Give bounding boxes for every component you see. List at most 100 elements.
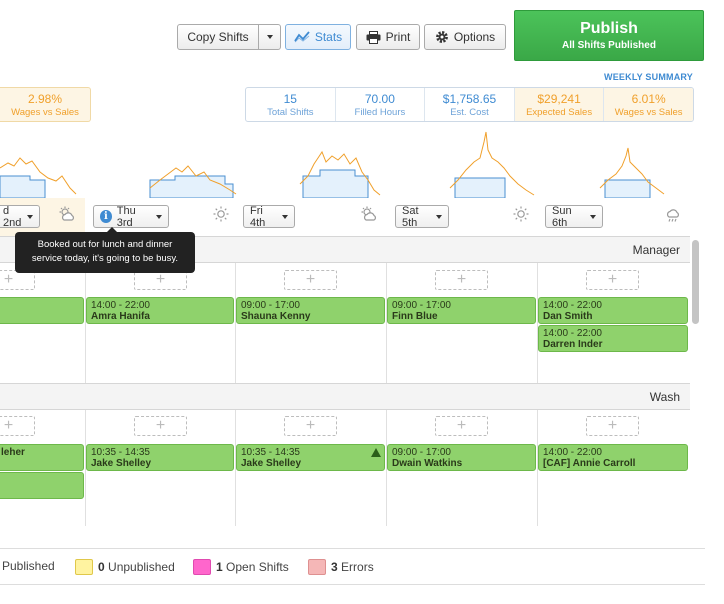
stat-value: 70.00 [364, 92, 395, 106]
stat-label: Filled Hours [354, 107, 406, 118]
shift-card[interactable]: 10:35 - 14:35 Jake Shelley [236, 444, 385, 471]
legend-count: 1 [216, 560, 223, 574]
shift-card[interactable]: 14:00 - 22:00 Darren Inder [538, 325, 688, 352]
day-select-sat[interactable]: Sat 5th [395, 205, 449, 229]
stat-value: $29,241 [537, 92, 581, 106]
chevron-down-icon [282, 214, 288, 219]
print-button[interactable]: Print [356, 24, 420, 50]
errors-swatch [308, 559, 326, 575]
shift-time: 14:00 - 22:00 [543, 328, 602, 339]
stat-value: 15 [283, 92, 297, 106]
sun-icon [213, 206, 229, 222]
open-shifts-swatch [193, 559, 211, 575]
stat-label: Expected Sales [526, 107, 593, 118]
tooltip-line: Booked out for lunch and dinner [37, 239, 173, 250]
copy-shifts-button[interactable]: Copy Shifts [177, 24, 259, 50]
shift-card[interactable]: leher [0, 444, 84, 471]
shift-card[interactable]: 09:00 - 17:00 Dwain Watkins [387, 444, 536, 471]
shift-card[interactable]: 14:00 - 22:00 Dan Smith [538, 297, 688, 324]
shift-employee: Shauna Kenny [241, 311, 311, 322]
partly-cloudy-icon [361, 206, 376, 221]
shift-card[interactable]: 09:00 - 17:00 Shauna Kenny [236, 297, 385, 324]
warning-icon[interactable] [371, 448, 381, 457]
shift-time: 14:00 - 22:00 [91, 300, 150, 311]
shift-time: 09:00 - 17:00 [392, 447, 451, 458]
day-label: Thu 3rd [116, 204, 136, 229]
legend-published: Published [2, 559, 55, 573]
legend-label: Unpublished [108, 560, 175, 574]
total-shifts-stat: 15 Total Shifts [246, 88, 336, 121]
sun-icon [513, 206, 529, 222]
add-shift-button[interactable]: + [134, 416, 187, 436]
chevron-down-icon [266, 35, 273, 39]
day-header-row: d 2nd i Thu 3rd Fri 4th Sat 5th Sun 6th [0, 198, 690, 236]
shift-employee: Jake Shelley [241, 458, 302, 469]
add-shift-button[interactable]: + [284, 270, 337, 290]
stat-label: Wages vs Sales [11, 107, 79, 118]
shift-employee: Amra Hanifa [91, 311, 150, 322]
copy-shifts-label: Copy Shifts [187, 30, 249, 44]
day-label: Fri 4th [250, 204, 266, 229]
add-shift-button[interactable]: + [284, 416, 337, 436]
filled-hours-stat: 70.00 Filled Hours [336, 88, 426, 121]
shift-card[interactable]: 09:00 - 17:00 Finn Blue [387, 297, 536, 324]
shift-time: 14:00 - 22:00 [543, 447, 602, 458]
column-divider [537, 263, 538, 383]
shift-time: 10:35 - 14:35 [91, 447, 150, 458]
shift-status-legend: Published 0 Unpublished 1 Open Shifts 3 … [0, 548, 705, 585]
stat-label: Wages vs Sales [614, 107, 683, 118]
shift-card[interactable] [0, 297, 84, 324]
day-select-thu[interactable]: i Thu 3rd [93, 204, 169, 229]
section-header-wash: Wash [0, 383, 690, 410]
vertical-scrollbar[interactable] [692, 240, 699, 324]
stats-button[interactable]: Stats [285, 24, 351, 50]
expected-sales-stat: $29,241 Expected Sales [514, 88, 605, 121]
day-select-sun[interactable]: Sun 6th [545, 205, 603, 229]
copy-shifts-dropdown-button[interactable] [258, 24, 281, 50]
shift-employee: Dan Smith [543, 311, 593, 322]
column-divider [386, 263, 387, 383]
add-shift-button[interactable]: + [134, 270, 187, 290]
add-shift-button[interactable]: + [435, 416, 488, 436]
legend-label: Open Shifts [226, 560, 289, 574]
tooltip-line: service today, it's going to be busy. [31, 253, 179, 264]
shift-time: 14:00 - 22:00 [543, 300, 602, 311]
add-shift-button[interactable]: + [586, 416, 639, 436]
publish-title: Publish [580, 20, 638, 37]
legend-unpublished: 0 Unpublished [75, 559, 175, 575]
partly-cloudy-icon [59, 206, 74, 221]
chevron-down-icon [436, 214, 442, 219]
chevron-down-icon [156, 214, 162, 219]
printer-icon [366, 30, 381, 44]
stat-value: $1,758.65 [442, 92, 497, 106]
shift-employee: leher [1, 447, 25, 458]
add-shift-button[interactable]: + [0, 416, 35, 436]
shift-card[interactable]: 10:35 - 14:35 Jake Shelley [86, 444, 234, 471]
stat-label: Total Shifts [267, 107, 314, 118]
shift-time: 09:00 - 17:00 [392, 300, 451, 311]
day-select-wed[interactable]: d 2nd [0, 205, 40, 229]
stats-label: Stats [314, 30, 343, 44]
shift-card[interactable] [0, 472, 84, 499]
rain-cloud-icon [666, 209, 679, 222]
info-icon[interactable]: i [100, 210, 112, 223]
options-button[interactable]: Options [424, 24, 506, 50]
day-header-wed: d 2nd [0, 198, 85, 236]
add-shift-button[interactable]: + [435, 270, 488, 290]
shift-employee: Finn Blue [392, 311, 438, 322]
add-shift-button[interactable]: + [586, 270, 639, 290]
add-shift-button[interactable]: + [0, 270, 35, 290]
day-select-fri[interactable]: Fri 4th [243, 204, 295, 229]
day-note-tooltip: Booked out for lunch and dinner service … [15, 227, 195, 273]
publish-status: All Shifts Published [562, 40, 656, 51]
day-header-sat: Sat 5th [387, 198, 537, 236]
daily-wages-vs-sales-stat: 2.98% Wages vs Sales [0, 87, 91, 122]
chevron-down-icon [590, 214, 596, 219]
shift-time: 10:35 - 14:35 [241, 447, 300, 458]
publish-button[interactable]: Publish All Shifts Published [514, 10, 704, 61]
stat-value: 2.98% [27, 92, 63, 106]
day-header-sun: Sun 6th [538, 198, 690, 236]
weekly-summary-link[interactable]: WEEKLY SUMMARY [604, 72, 693, 82]
shift-card[interactable]: 14:00 - 22:00 Amra Hanifa [86, 297, 234, 324]
shift-card[interactable]: 14:00 - 22:00 [CAF] Annie Carroll [538, 444, 688, 471]
